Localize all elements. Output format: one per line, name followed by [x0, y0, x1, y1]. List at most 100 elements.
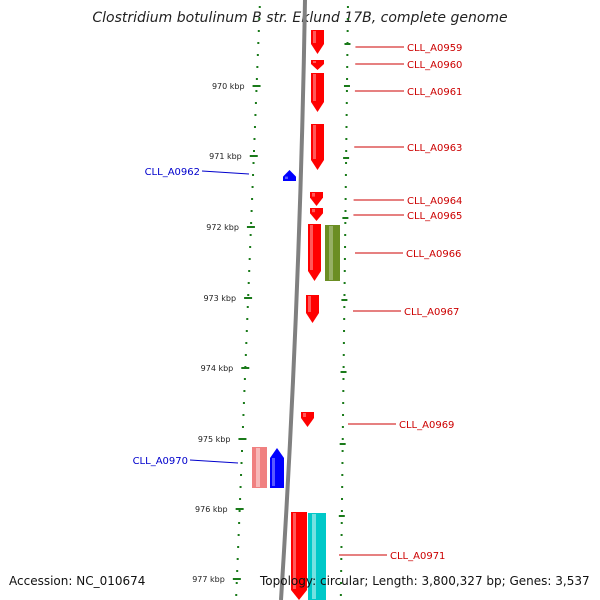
ring-dot-outer: [345, 114, 348, 116]
ring-dot-outer: [343, 282, 346, 284]
ring-dot-inner: [246, 318, 249, 320]
gene-cll-a0969-highlight: [303, 413, 306, 417]
ring-dot-outer: [345, 126, 348, 128]
ring-dot-inner: [255, 78, 258, 80]
ring-dot-inner: [238, 522, 241, 524]
feature-bar-olive: [325, 225, 340, 281]
ring-dot-inner: [253, 150, 255, 152]
ring-dot-inner: [246, 306, 249, 308]
ring-dot-outer: [340, 582, 343, 584]
ring-dot-outer: [340, 522, 343, 524]
ring-dot-outer: [342, 378, 345, 380]
ring-dot-outer: [341, 462, 344, 464]
ring-dot-inner: [253, 126, 256, 128]
ring-dot-outer: [344, 210, 347, 212]
gene-cll-a0959-arrow: [311, 30, 324, 54]
gene-cll-a0962-label: CLL_A0962: [145, 167, 200, 178]
ring-dot-inner: [248, 258, 251, 260]
ring-dot-outer: [340, 546, 343, 548]
gene-cll-a0966-highlight: [310, 225, 313, 270]
ring-dot-inner: [245, 330, 248, 332]
ring-dot-outer: [341, 498, 344, 500]
ring-dot-inner: [238, 510, 241, 512]
scale-tick-label: 977 kbp: [192, 575, 225, 584]
topology-label: Topology: circular; Length: 3,800,327 bp…: [260, 574, 590, 588]
ring-dot-inner: [237, 534, 240, 536]
ring-dot-inner: [242, 402, 245, 404]
gene-cll-a0971-arrow: [291, 512, 307, 600]
gene-cll-a0962-highlight: [285, 176, 288, 179]
gene-cll-a0963-label: CLL_A0963: [407, 143, 462, 154]
ring-dot-inner: [239, 498, 242, 500]
ring-dot-outer: [342, 342, 345, 344]
ring-dot-inner: [242, 414, 245, 416]
ring-dot-inner: [258, 6, 261, 8]
ring-dot-outer: [345, 162, 348, 164]
ring-dot-outer: [344, 186, 347, 188]
ring-dot-outer: [343, 306, 346, 308]
gene-cll-a0969-arrow: [301, 412, 314, 427]
ring-dot-inner: [249, 246, 252, 248]
ring-dot-inner: [258, 18, 261, 20]
ring-dot-outer: [344, 198, 347, 200]
feature-bar-cyan-highlight: [312, 514, 316, 599]
ring-dot-inner: [241, 450, 243, 452]
gene-cll-a0970-leader-line: [189, 459, 239, 464]
gene-cll-a0970-arrow: [270, 448, 284, 488]
ring-dot-outer: [345, 90, 348, 92]
ring-dot-outer: [342, 354, 345, 356]
ring-dot-outer: [342, 366, 345, 368]
gene-cll-a0965-highlight: [312, 209, 315, 213]
ring-dot-outer: [343, 330, 346, 332]
ring-dot-inner: [253, 138, 256, 140]
scale-tick-label: 974 kbp: [201, 364, 234, 373]
gene-cll-a0967-highlight: [308, 296, 311, 312]
gene-cll-a0964-label: CLL_A0964: [407, 196, 462, 207]
ring-dot-inner: [247, 282, 250, 284]
ring-dot-inner: [235, 582, 238, 584]
ring-dot-inner: [250, 222, 253, 224]
scale-tick-label: 975 kbp: [198, 435, 231, 444]
gene-cll-a0959-highlight: [313, 31, 316, 43]
scale-tick-label: 971 kbp: [209, 152, 242, 161]
ring-dot-inner: [252, 162, 255, 164]
ring-dot-outer: [342, 402, 345, 404]
gene-cll-a0959-label: CLL_A0959: [407, 43, 462, 54]
ring-dot-outer: [343, 258, 346, 260]
gene-cll-a0966-label: CLL_A0966: [406, 249, 461, 260]
ring-dot-outer: [346, 30, 349, 32]
ring-dot-outer: [344, 246, 347, 248]
gene-cll-a0964-highlight: [312, 193, 315, 197]
ring-dot-outer: [346, 54, 349, 56]
ring-dot-inner: [256, 54, 259, 56]
ring-dot-outer: [346, 18, 349, 20]
gene-cll-a0960-highlight: [313, 61, 316, 63]
ring-dot-inner: [247, 294, 250, 296]
ring-dot-inner: [244, 354, 247, 356]
ring-dot-outer: [342, 390, 345, 392]
ring-dot-inner: [241, 426, 244, 428]
ring-dot-inner: [237, 546, 240, 548]
ring-dot-inner: [256, 66, 259, 68]
gene-cll-a0969-label: CLL_A0969: [399, 420, 454, 431]
ring-dot-outer: [343, 270, 346, 272]
gene-cll-a0971-label: CLL_A0971: [390, 551, 445, 562]
ring-dot-inner: [257, 42, 260, 44]
ring-dot-outer: [342, 414, 345, 416]
gene-cll-a0961-arrow: [311, 73, 324, 112]
feature-bar-olive-highlight: [329, 226, 333, 280]
gene-cll-a0961-label: CLL_A0961: [407, 87, 462, 98]
ring-dot-outer: [344, 234, 347, 236]
ring-dot-outer: [346, 6, 349, 8]
scale-tick-label: 972 kbp: [206, 223, 239, 232]
gene-cll-a0960-arrow: [311, 60, 324, 70]
ring-dot-outer: [346, 78, 349, 80]
gene-cll-a0962-leader-line: [201, 170, 250, 175]
ring-dot-outer: [341, 486, 344, 488]
ring-dot-inner: [255, 90, 258, 92]
ring-dot-outer: [340, 510, 343, 512]
ring-dot-inner: [239, 486, 242, 488]
ring-dot-outer: [345, 150, 348, 152]
